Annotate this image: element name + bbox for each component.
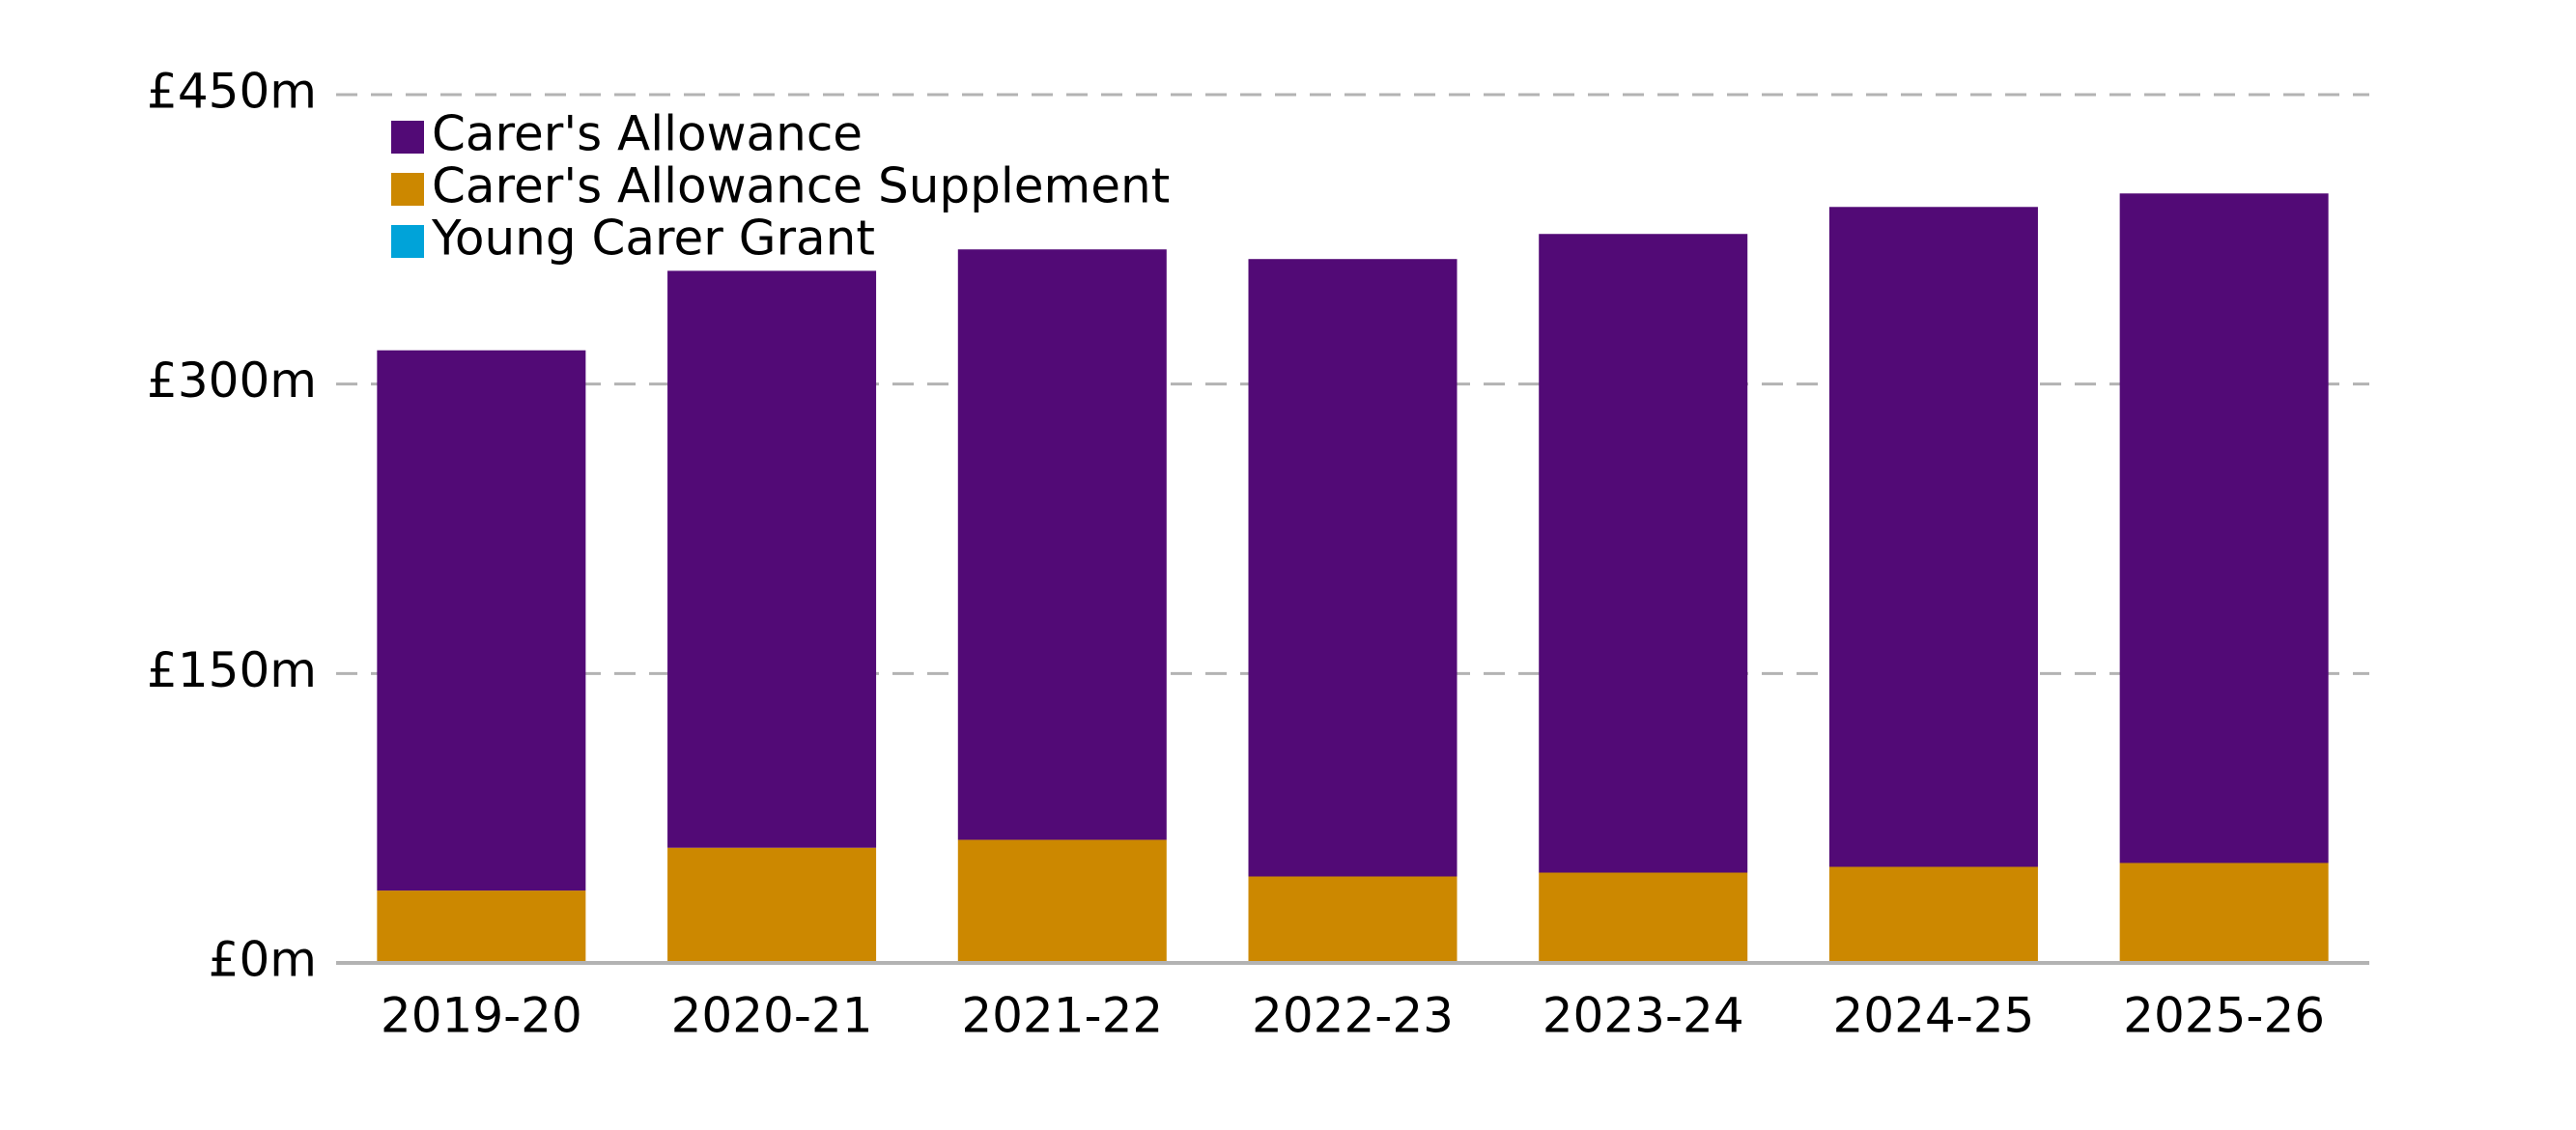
bar-segment bbox=[667, 847, 877, 962]
bar-segment bbox=[1248, 259, 1458, 877]
legend-label: Carer's Allowance bbox=[432, 106, 863, 162]
bar-segment bbox=[1828, 866, 2038, 962]
bar-segment bbox=[2119, 862, 2329, 962]
x-tick-label: 2019-20 bbox=[381, 988, 582, 1044]
bar-segment bbox=[1828, 207, 2038, 867]
bar-segment bbox=[667, 270, 877, 848]
x-tick-label: 2020-21 bbox=[671, 988, 873, 1044]
bar-segment bbox=[377, 890, 586, 963]
bars bbox=[377, 193, 2329, 963]
x-tick-label: 2025-26 bbox=[2123, 988, 2325, 1044]
legend-swatch bbox=[391, 225, 424, 258]
bar-segment bbox=[957, 839, 1167, 962]
x-tick-label: 2024-25 bbox=[1832, 988, 2034, 1044]
legend-swatch bbox=[391, 121, 424, 154]
y-tick-label: £300m bbox=[147, 353, 317, 409]
y-tick-label: £150m bbox=[147, 642, 317, 698]
bar-segment bbox=[2119, 193, 2329, 863]
bar-segment bbox=[1539, 872, 1748, 962]
bar-segment bbox=[1248, 876, 1458, 962]
bar-segment bbox=[1539, 234, 1748, 873]
legend-label: Young Carer Grant bbox=[431, 211, 875, 267]
axes: £0m £150m £300m £450m 2019-20 2020-21 2021-22 2… bbox=[147, 64, 2369, 1044]
y-tick-label: £0m bbox=[209, 932, 317, 988]
x-tick-label: 2023-24 bbox=[1543, 988, 1744, 1044]
legend-label: Carer's Allowance Supplement bbox=[432, 158, 1170, 214]
legend-swatch bbox=[391, 173, 424, 206]
x-tick-label: 2022-23 bbox=[1252, 988, 1454, 1044]
bar-segment bbox=[377, 350, 586, 891]
y-tick-label: £450m bbox=[147, 64, 317, 120]
x-tick-label: 2021-22 bbox=[961, 988, 1163, 1044]
bar-segment bbox=[957, 249, 1167, 840]
